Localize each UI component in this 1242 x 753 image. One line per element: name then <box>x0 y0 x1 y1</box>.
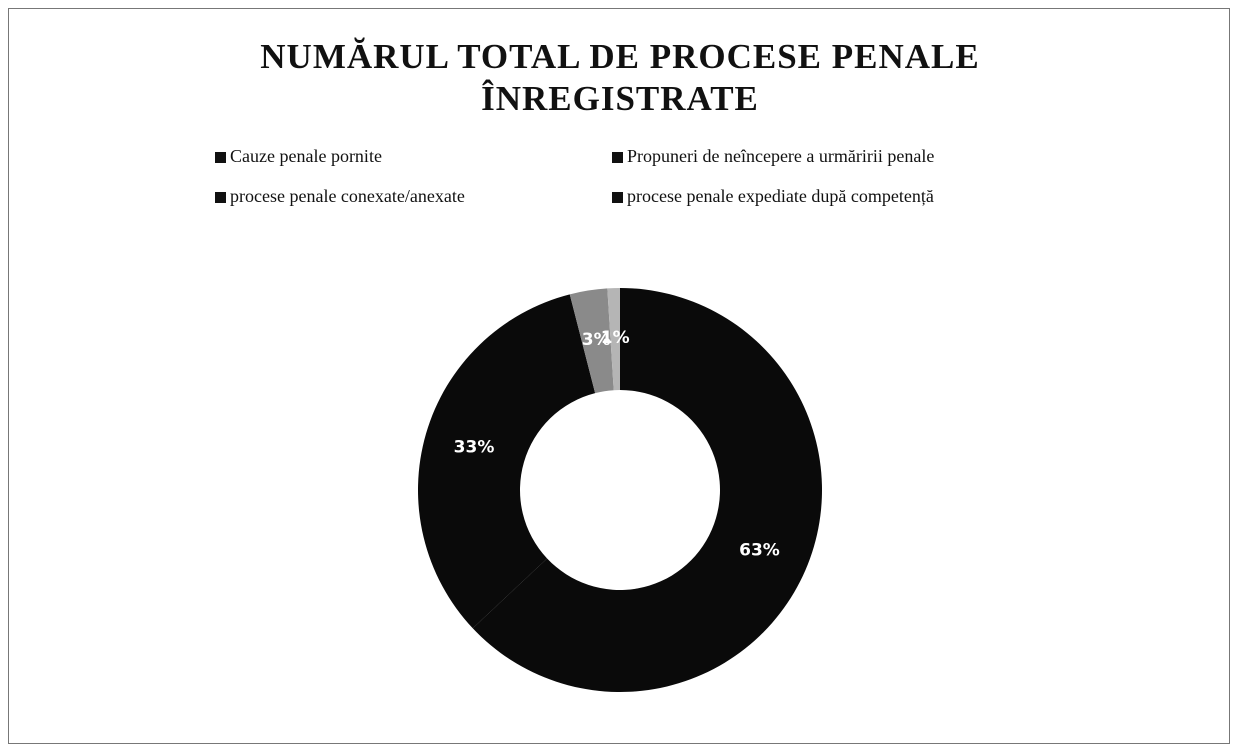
chart-frame <box>8 8 1230 744</box>
legend-label: procese penale expediate după competență <box>627 186 934 206</box>
data-label: 1% <box>601 328 630 348</box>
legend-swatch <box>215 152 226 163</box>
donut-slice <box>472 288 822 692</box>
data-label: 33% <box>454 438 495 458</box>
legend-label: Propuneri de neîncepere a urmăririi pena… <box>627 146 934 166</box>
data-label: 3% <box>582 330 611 350</box>
legend-label: Cauze penale pornite <box>230 146 382 166</box>
legend-label: procese penale conexate/anexate <box>230 186 465 206</box>
donut-slice <box>418 294 596 629</box>
legend-swatch <box>612 152 623 163</box>
donut-slice <box>569 288 614 394</box>
legend-swatch <box>215 192 226 203</box>
legend-swatch <box>612 192 623 203</box>
chart-title: NUMĂRUL TOTAL DE PROCESE PENALE ÎNREGIST… <box>260 37 980 118</box>
donut-slice <box>607 288 620 391</box>
data-label: 63% <box>739 540 780 560</box>
